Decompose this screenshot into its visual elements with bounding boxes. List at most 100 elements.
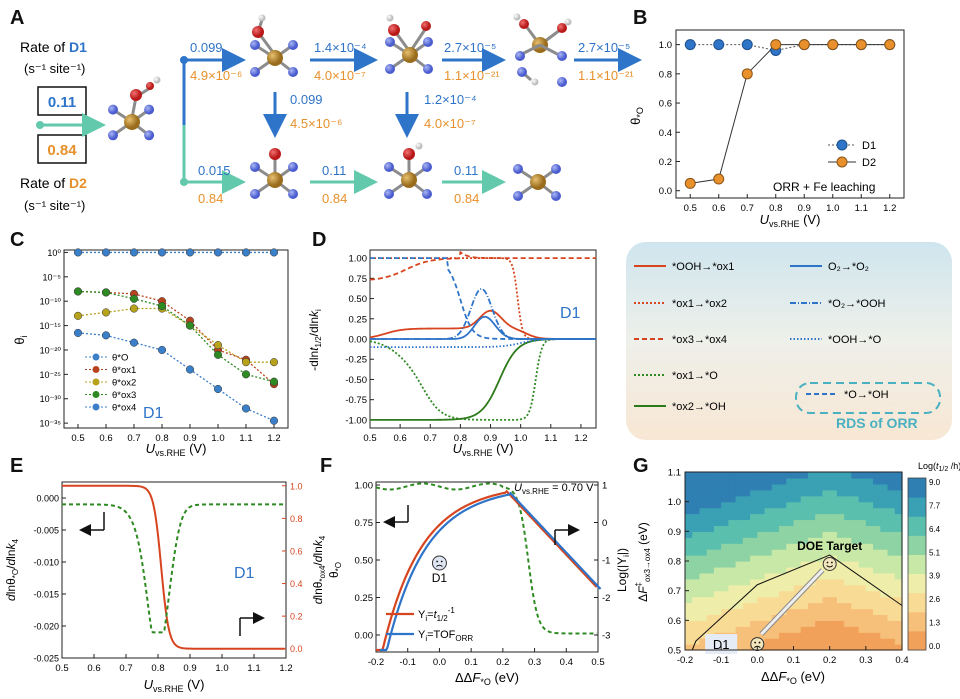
heatmap-cell	[779, 531, 787, 538]
legend-f-t12-label: Yi=t1/2-1	[418, 606, 455, 623]
legend-label: *O→*OH	[844, 389, 889, 401]
heatmap-cell	[894, 644, 903, 651]
heatmap-cell	[793, 614, 802, 621]
heatmap-cell	[793, 472, 802, 479]
heatmap-cell	[800, 525, 809, 532]
heatmap-cell	[757, 596, 766, 604]
heatmap-cell	[685, 584, 693, 592]
heatmap-cell	[685, 489, 693, 497]
panel-a-scheme: Rate of D1 (s⁻¹ site⁻¹) 0.11 0.84 Rate o…	[20, 13, 642, 213]
heatmap-cell	[685, 483, 693, 491]
heatmap-cell	[815, 543, 824, 550]
d1-label: D1	[713, 637, 730, 652]
panel-d-legend: *OOH→*ox1 O₂→*O₂ *ox1→*ox2 *O₂→*OOH *ox3→*ox…	[626, 242, 952, 440]
heatmap-cell	[728, 626, 737, 633]
heatmap-cell	[692, 531, 701, 538]
heatmap-cell	[836, 549, 845, 556]
d1-face-eye	[436, 560, 439, 563]
y-tick-label-right: 0.6	[290, 546, 303, 556]
heatmap-cell	[829, 489, 838, 497]
heatmap-cell	[851, 614, 860, 621]
data-point	[157, 302, 167, 311]
heatmap-cell	[829, 626, 838, 633]
heatmap-cell	[807, 525, 816, 532]
heatmap-cell	[844, 638, 852, 645]
curve-ox3-ox4	[369, 250, 596, 281]
heatmap-cell	[858, 584, 867, 592]
heatmap-cell	[750, 578, 758, 586]
heatmap-cell	[685, 638, 693, 645]
heatmap-cell	[887, 513, 896, 521]
heatmap-cell	[800, 578, 809, 586]
top-rate-1-blue: 0.099	[190, 40, 223, 55]
heatmap-cell	[844, 519, 852, 526]
y-tick-label-right: 0.8	[290, 514, 303, 524]
heatmap-cell	[858, 489, 867, 497]
heatmap-cell	[721, 489, 729, 497]
panel-c-axes: 0.5 0.6 0.7 0.8 0.9 1.0 1.1 1.2 10⁰ 10⁻⁵ 10⁻¹⁰ 10⁻¹…	[40, 248, 281, 444]
heatmap-cell	[807, 549, 816, 556]
nitrogen-atom	[551, 191, 561, 201]
heatmap-cell	[851, 596, 860, 604]
legend-label: θ*ox4	[112, 403, 136, 414]
heatmap-cell	[822, 549, 831, 556]
heatmap-cell	[880, 608, 889, 615]
heatmap-cell	[699, 519, 708, 526]
colorbar-title: Log(t1/2 /h)	[918, 461, 960, 473]
heatmap-cell	[844, 608, 852, 615]
heatmap-cell	[880, 531, 889, 538]
heatmap-cell	[851, 483, 860, 491]
nitrogen-atom	[423, 37, 433, 47]
d1-rate-unit: (s⁻¹ site⁻¹)	[24, 61, 85, 76]
heatmap-cell	[750, 561, 758, 568]
heatmap-cell	[800, 596, 809, 604]
x-tick-label: 0.7	[127, 433, 140, 444]
legend-label: *O₂→*OOH	[828, 298, 886, 310]
legend-marker	[92, 391, 100, 398]
heatmap-cell	[880, 584, 889, 592]
heatmap-cell	[771, 638, 780, 645]
heatmap-cell	[807, 626, 816, 633]
heatmap-cell	[829, 531, 838, 538]
heatmap-cell	[764, 638, 773, 645]
heatmap-cell	[771, 495, 780, 503]
heatmap-cell	[713, 555, 722, 562]
heatmap-cell	[706, 519, 715, 526]
heatmap-cell	[742, 614, 751, 621]
heatmap-cell	[851, 513, 860, 521]
data-point	[101, 288, 111, 297]
x-tick-label: 0.6	[99, 433, 112, 444]
molecule-structures	[108, 13, 572, 201]
heatmap-cell	[721, 602, 729, 610]
heatmap-cell	[699, 477, 708, 485]
heatmap-cell	[858, 549, 867, 556]
heatmap-cell	[822, 596, 831, 604]
panel-f-frame	[375, 481, 599, 653]
data-point	[241, 370, 251, 379]
heatmap-cell	[858, 638, 867, 645]
heatmap-cell	[800, 477, 809, 485]
panel-g-ylabel: ΔF‡ox3→ox4 (eV)	[634, 522, 652, 602]
panel-f-xlabel: ΔΔF*O (eV)	[455, 670, 519, 687]
x-tick-label: 1.1	[239, 433, 252, 444]
heatmap-cell	[706, 584, 715, 592]
heatmap-cell	[699, 561, 708, 568]
heatmap-cell	[757, 578, 766, 586]
heatmap-cell	[685, 549, 693, 556]
heatmap-cell	[822, 620, 831, 627]
panel-g-chart: D1 DOE Target -0.2 -0.1 0.0 0.1 0.2 0.3 0.4 0.5 0…	[634, 461, 960, 686]
heatmap-cell	[887, 602, 896, 610]
heatmap-cell	[844, 602, 852, 610]
heatmap-cell	[865, 513, 874, 521]
heatmap-cell	[771, 578, 780, 586]
y-tick-label: 10⁻¹⁰	[40, 297, 62, 307]
heatmap-cell	[757, 620, 766, 627]
y-tick-label-right: 0.2	[290, 612, 303, 622]
heatmap-cell	[786, 495, 795, 503]
data-point-D2	[770, 39, 782, 51]
heatmap-cell	[728, 531, 737, 538]
iron-atom	[402, 47, 418, 63]
heatmap-cell	[844, 632, 852, 639]
heatmap-cell	[822, 537, 831, 544]
